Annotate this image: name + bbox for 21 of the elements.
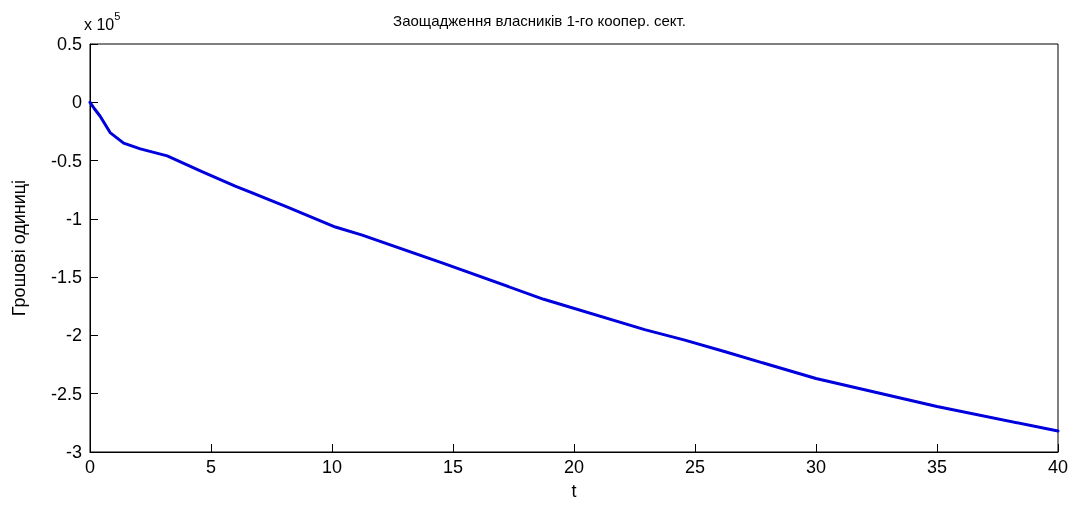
y-tick-label: 0.5	[56, 34, 82, 54]
x-tick-label: 5	[205, 457, 217, 477]
y-tick-label: 0	[71, 92, 82, 113]
x-tick-label: 0	[84, 457, 96, 477]
y-tick-label: -3	[65, 442, 82, 462]
y-tick-label: -0.5	[50, 150, 82, 171]
x-tick-label: 40	[1047, 457, 1069, 477]
x-tick-label: 15	[442, 457, 464, 477]
line-series	[88, 100, 1060, 433]
x-tick-label: 10	[321, 457, 343, 477]
x-tick-label: 20	[563, 457, 585, 477]
y-axis-title: Грошові одиниці	[9, 179, 29, 317]
y-tick-label: -2	[65, 325, 82, 346]
x-tick-label: 25	[684, 457, 706, 477]
chart-title: Заощадження власників 1-го коопер. сект.	[393, 12, 686, 29]
y-tick-label: -1	[65, 208, 82, 229]
x-axis-title: t	[571, 481, 577, 501]
y-tick-label: -1.5	[50, 267, 82, 288]
x-tick-label: 30	[805, 457, 827, 477]
x-tick-label: 35	[926, 457, 948, 477]
y-tick-label: -2.5	[50, 383, 82, 404]
